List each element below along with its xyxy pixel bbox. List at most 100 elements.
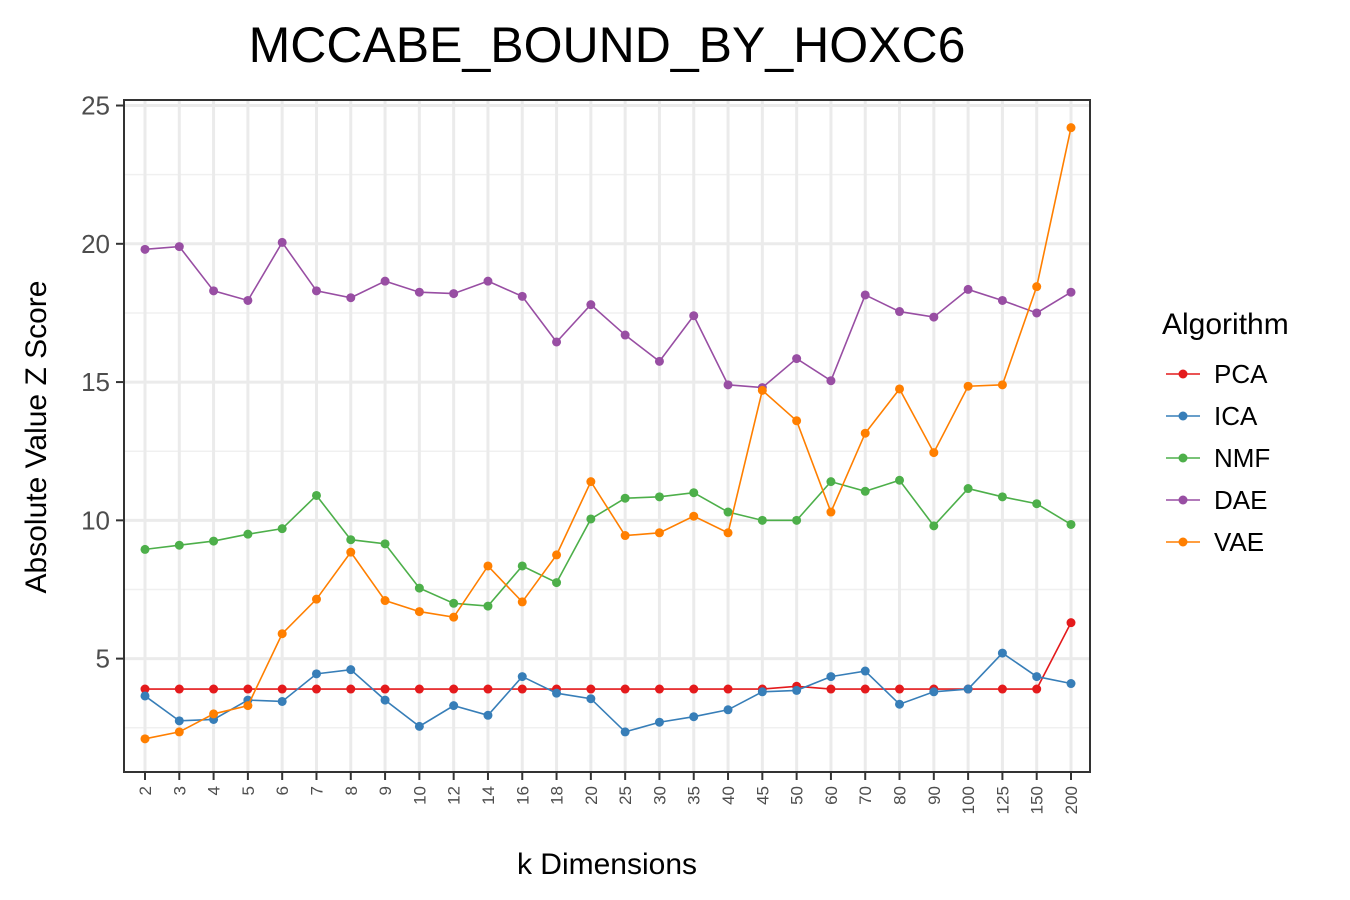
x-tick-label: 5: [239, 786, 258, 795]
x-tick-label: 30: [650, 786, 669, 805]
y-axis-title: Absolute Value Z Score: [20, 281, 53, 594]
data-point: [860, 666, 870, 676]
x-tick-label: 12: [445, 786, 464, 805]
data-point: [414, 684, 424, 694]
data-point: [277, 629, 287, 639]
data-point: [997, 492, 1007, 502]
x-tick-label: 25: [616, 786, 635, 805]
data-point: [414, 721, 424, 731]
data-point: [552, 578, 562, 588]
x-tick-label: 6: [273, 786, 292, 795]
data-point: [449, 289, 459, 299]
x-tick-label: 90: [925, 786, 944, 805]
data-point: [757, 385, 767, 395]
data-point: [997, 380, 1007, 390]
data-point: [483, 561, 493, 571]
x-tick-label: 45: [753, 786, 772, 805]
data-point: [517, 291, 527, 301]
data-point: [277, 684, 287, 694]
data-point: [654, 717, 664, 727]
data-point: [792, 416, 802, 426]
data-point: [689, 488, 699, 498]
data-point: [517, 561, 527, 571]
data-point: [929, 687, 939, 697]
data-point: [380, 596, 390, 606]
y-tick-label: 5: [96, 644, 110, 674]
data-point: [243, 701, 253, 711]
data-point: [792, 354, 802, 364]
data-point: [483, 710, 493, 720]
data-point: [826, 507, 836, 517]
data-point: [586, 514, 596, 524]
x-tick-label: 125: [993, 786, 1012, 814]
data-point: [1066, 123, 1076, 133]
x-tick-label: 14: [479, 786, 498, 805]
legend-label: VAE: [1214, 527, 1264, 557]
data-point: [209, 536, 219, 546]
series-line: [145, 622, 1072, 690]
data-point: [963, 484, 973, 494]
legend-label: ICA: [1214, 401, 1258, 431]
legend-item: PCA: [1166, 359, 1268, 389]
legend-point-swatch: [1178, 453, 1188, 463]
data-point: [517, 597, 527, 607]
data-point: [209, 684, 219, 694]
data-point: [654, 684, 664, 694]
data-point: [552, 337, 562, 347]
data-point: [209, 709, 219, 719]
data-point: [311, 594, 321, 604]
x-tick-label: 60: [822, 786, 841, 805]
data-point: [654, 356, 664, 366]
data-point: [380, 695, 390, 705]
data-point: [1066, 618, 1076, 628]
data-point: [689, 684, 699, 694]
data-point: [140, 244, 150, 254]
x-tick-label: 35: [685, 786, 704, 805]
data-point: [689, 511, 699, 521]
data-point: [346, 684, 356, 694]
x-tick-label: 70: [856, 786, 875, 805]
data-point: [826, 376, 836, 386]
data-point: [174, 242, 184, 252]
x-tick-label: 50: [788, 786, 807, 805]
legend-title: Algorithm: [1162, 308, 1289, 341]
data-point: [723, 528, 733, 538]
data-point: [963, 284, 973, 294]
data-point: [311, 490, 321, 500]
data-point: [723, 380, 733, 390]
data-point: [483, 276, 493, 286]
data-point: [174, 727, 184, 737]
data-point: [757, 515, 767, 525]
data-point: [449, 701, 459, 711]
legend-item: ICA: [1166, 401, 1258, 431]
data-point: [620, 727, 630, 737]
data-point: [277, 696, 287, 706]
data-point: [243, 295, 253, 305]
legend: Algorithm PCA ICA NMF DAE VAE: [1162, 308, 1289, 557]
data-point: [552, 688, 562, 698]
data-point: [860, 486, 870, 496]
legend-label: NMF: [1214, 443, 1270, 473]
data-point: [140, 544, 150, 554]
data-point: [414, 287, 424, 297]
y-tick-label: 15: [81, 367, 110, 397]
data-point: [895, 307, 905, 317]
data-point: [311, 286, 321, 296]
x-tick-label: 8: [342, 786, 361, 795]
data-point: [860, 428, 870, 438]
legend-item: VAE: [1166, 527, 1264, 557]
x-tick-label: 18: [548, 786, 567, 805]
data-point: [346, 293, 356, 303]
legend-label: PCA: [1214, 359, 1268, 389]
x-tick-label: 7: [307, 786, 326, 795]
data-point: [174, 540, 184, 550]
data-point: [586, 684, 596, 694]
data-point: [895, 384, 905, 394]
x-tick-label: 9: [376, 786, 395, 795]
legend-point-swatch: [1178, 369, 1188, 379]
data-point: [1066, 679, 1076, 689]
y-tick-label: 20: [81, 229, 110, 259]
plot-panel-border: [123, 99, 1091, 773]
data-point: [517, 672, 527, 682]
